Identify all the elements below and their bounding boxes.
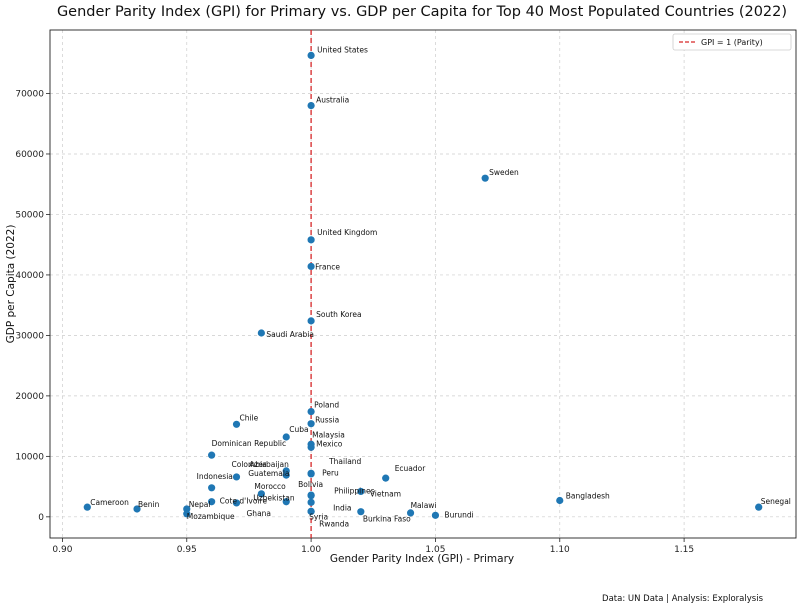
point-label: Thailand	[328, 457, 361, 466]
data-point	[307, 262, 315, 271]
data-point	[307, 492, 315, 500]
point-label: Ghana	[247, 509, 272, 518]
point-label: Bangladesh	[566, 492, 610, 501]
data-point	[83, 503, 91, 511]
point-label: Ecuador	[395, 464, 427, 473]
y-tick-label: 30000	[15, 331, 44, 341]
data-point	[556, 496, 564, 505]
point-label: Malawi	[411, 501, 437, 510]
data-point	[183, 510, 191, 518]
y-tick-label: 70000	[15, 90, 44, 100]
data-point	[307, 507, 315, 515]
point-label: India	[333, 503, 351, 512]
point-label: Vietnam	[370, 489, 401, 498]
point-label: Dominican Republic	[212, 439, 287, 448]
point-label: Malaysia	[312, 430, 345, 439]
data-point	[232, 499, 241, 507]
legend-box	[672, 33, 792, 51]
data-point	[307, 408, 315, 416]
data-point	[382, 474, 390, 482]
point-label: Peru	[322, 468, 339, 477]
point-label: France	[315, 262, 340, 271]
plot-frame	[49, 29, 797, 539]
y-tick-label: 40000	[15, 271, 44, 281]
data-point	[357, 508, 365, 516]
point-label: Nepal	[189, 500, 211, 509]
point-label: Syria	[309, 512, 328, 521]
point-label: Mexico	[316, 439, 343, 448]
y-tick-label: 60000	[15, 150, 44, 160]
point-label: Senegal	[761, 497, 791, 506]
x-tick-label: 0.90	[52, 545, 72, 555]
point-label: Russia	[315, 416, 339, 425]
y-axis-title: GDP per Capita (2022)	[5, 225, 17, 344]
data-point	[307, 443, 315, 451]
data-point	[232, 420, 241, 428]
point-label: Guatemala	[248, 469, 289, 478]
data-point	[307, 420, 315, 428]
x-tick-label: 1.10	[550, 545, 570, 555]
point-label: Cuba	[289, 425, 308, 434]
point-label: Sweden	[489, 168, 519, 177]
x-tick-label: 1.15	[674, 545, 694, 555]
data-point	[257, 490, 265, 498]
data-point	[307, 498, 315, 506]
point-label: Burkina Faso	[363, 515, 411, 524]
data-point	[307, 317, 315, 325]
point-label: Rwanda	[319, 519, 349, 528]
data-point	[208, 484, 216, 492]
data-point	[307, 101, 315, 110]
point-label: Australia	[316, 96, 349, 105]
data-point	[282, 433, 290, 441]
point-label: Mozambique	[187, 512, 235, 521]
y-tick-label: 10000	[15, 452, 44, 462]
point-label: South Korea	[316, 310, 361, 319]
point-label: Burundi	[444, 510, 473, 519]
point-label: Indonesia	[197, 472, 233, 481]
data-point	[307, 236, 315, 244]
data-point	[481, 174, 489, 182]
footer-credit: Data: UN Data | Analysis: Exploralysis	[602, 594, 764, 604]
y-tick-label: 0	[38, 513, 44, 523]
data-point	[307, 51, 315, 60]
x-tick-label: 1.00	[301, 545, 321, 555]
data-point	[133, 505, 141, 513]
point-label: Benin	[138, 500, 160, 509]
point-label: Bolivia	[298, 480, 323, 489]
y-tick-label: 20000	[15, 392, 44, 402]
data-point	[208, 498, 216, 506]
legend-label: GPI = 1 (Parity)	[701, 38, 763, 47]
point-label: Colombia	[232, 460, 267, 469]
data-point	[431, 511, 440, 519]
data-point	[208, 451, 216, 459]
data-point	[307, 469, 315, 477]
data-point	[406, 509, 415, 517]
point-label: Chile	[240, 413, 259, 422]
point-label: Azerbaijan	[249, 460, 289, 469]
point-label: United Kingdom	[317, 228, 377, 237]
x-tick-label: 1.05	[425, 545, 445, 555]
x-axis-title: Gender Parity Index (GPI) - Primary	[330, 553, 514, 565]
data-point	[257, 329, 265, 337]
plot-area: 0.90 0.95 1.00 1.05 1.10 1.15 0 10000 20000 30000…	[15, 29, 797, 555]
x-tick-label: 0.95	[177, 545, 197, 555]
point-label: Morocco	[254, 482, 286, 491]
legend: GPI = 1 (Parity)	[672, 33, 792, 51]
point-label: Cameroon	[90, 498, 129, 507]
data-point	[232, 473, 241, 481]
data-point	[755, 503, 763, 511]
data-point	[282, 498, 290, 506]
point-label: Cote d'Ivoire	[220, 497, 268, 506]
data-point	[282, 471, 290, 479]
point-label: Saudi Arabia	[266, 330, 314, 339]
chart-title: Gender Parity Index (GPI) for Primary vs…	[57, 4, 787, 20]
point-label: Uzbekistan	[253, 494, 295, 503]
y-tick-label: 50000	[15, 210, 44, 220]
point-label: Philippines	[334, 487, 375, 496]
point-label: United States	[317, 45, 368, 54]
point-label: Poland	[314, 401, 339, 410]
data-point	[357, 487, 365, 496]
